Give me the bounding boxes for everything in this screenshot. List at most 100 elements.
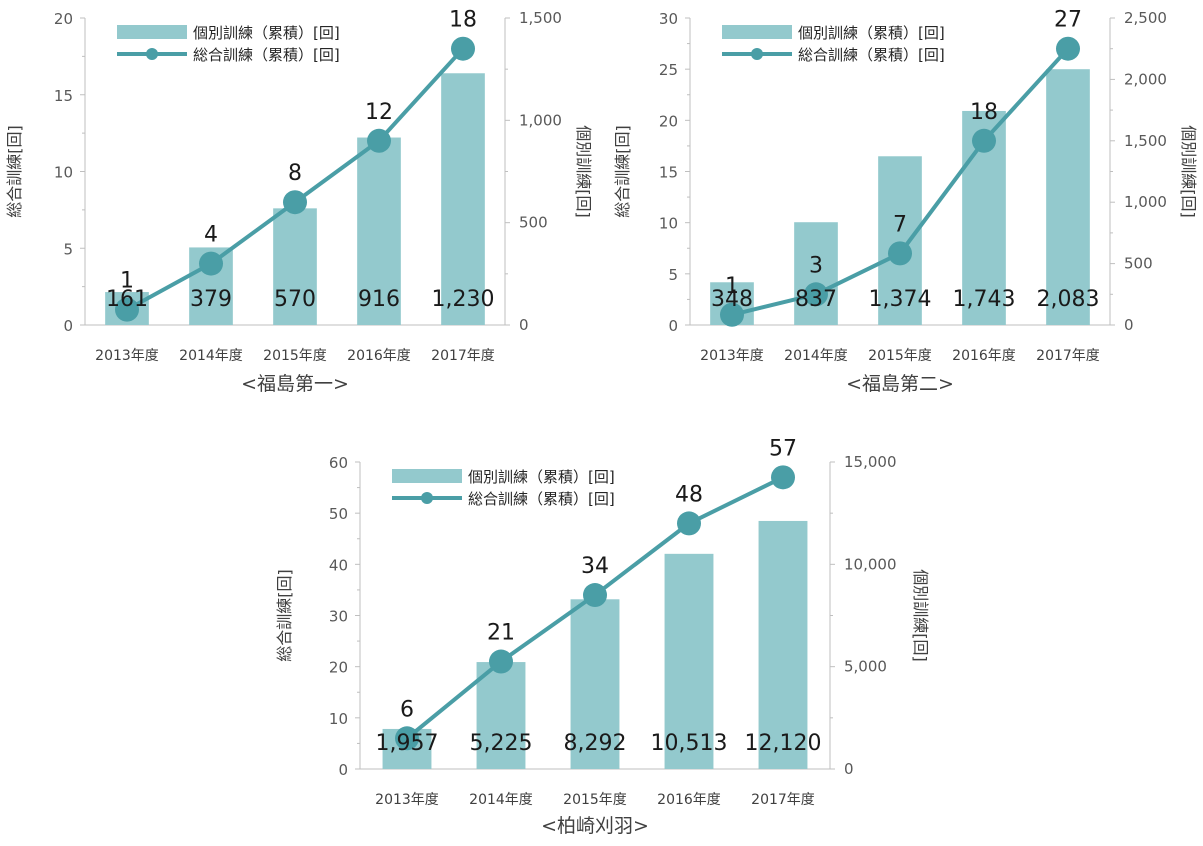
- x-tick-label: 2017年度: [751, 792, 815, 808]
- right-tick-label: 2,500: [1124, 9, 1167, 27]
- bar-data-label: 837: [795, 287, 837, 312]
- chart-title: <柏崎刈羽>: [541, 815, 649, 837]
- bar-data-label: 1,743: [953, 287, 1016, 312]
- right-tick-label: 1,500: [1124, 132, 1167, 150]
- bar-individual-training: [664, 553, 714, 769]
- right-tick-label: 1,500: [519, 9, 562, 27]
- line-point-total-training: [1056, 36, 1080, 61]
- bar-individual-training: [441, 73, 485, 325]
- chart-svg: 0 10 20 30 40 50 60 0 5,000 10,000 15,000 1,957 5,22…: [275, 436, 930, 837]
- left-tick-label: 30: [329, 608, 348, 626]
- bar-data-label: 8,292: [564, 731, 627, 756]
- left-tick-label: 25: [659, 61, 678, 79]
- line-data-label: 1: [725, 274, 739, 299]
- line-point-total-training: [451, 36, 475, 61]
- chart-title: <福島第一>: [241, 373, 349, 395]
- line-data-label: 1: [120, 269, 134, 294]
- x-tick-label: 2017年度: [1036, 348, 1100, 364]
- legend-swatch-bar: [392, 469, 462, 483]
- left-tick-label: 5: [668, 266, 678, 284]
- line-data-label: 34: [581, 554, 609, 579]
- bar-individual-training: [794, 222, 838, 325]
- x-tick-label: 2013年度: [375, 792, 439, 808]
- legend-label-bar: 個別訓練（累積）[回]: [468, 468, 615, 486]
- line-point-total-training: [804, 282, 828, 307]
- bar-data-label: 5,225: [470, 731, 533, 756]
- left-tick-label: 20: [329, 659, 348, 677]
- left-tick-label: 20: [54, 10, 73, 28]
- right-tick-label: 1,000: [1124, 193, 1167, 211]
- bar-individual-training: [758, 520, 808, 769]
- bar-data-label: 379: [190, 287, 232, 312]
- line-point-total-training: [489, 649, 513, 674]
- legend: 個別訓練（累積）[回] 総合訓練（累積）[回]: [392, 468, 615, 508]
- x-tick-label: 2016年度: [952, 348, 1016, 364]
- line-data-label: 18: [970, 100, 998, 125]
- line-point-total-training: [720, 302, 744, 327]
- right-tick-label: 1,000: [519, 111, 562, 129]
- bar-data-label: 10,513: [651, 731, 728, 756]
- chart-title: <福島第二>: [846, 373, 954, 395]
- bar-individual-training: [357, 137, 401, 325]
- x-tick-label: 2015年度: [563, 792, 627, 808]
- left-tick-label: 40: [329, 556, 348, 574]
- line-data-label: 18: [449, 8, 477, 33]
- left-axis-title: 総合訓練[回]: [613, 125, 632, 218]
- line-point-total-training: [972, 128, 996, 153]
- x-tick-label: 2014年度: [784, 348, 848, 364]
- left-tick-label: 10: [329, 710, 348, 728]
- legend-label-bar: 個別訓練（累積）[回]: [193, 24, 340, 42]
- legend-swatch-bar: [117, 25, 187, 39]
- x-tick-label: 2016年度: [657, 792, 721, 808]
- x-tick-label: 2017年度: [431, 348, 495, 364]
- legend: 個別訓練（累積）[回] 総合訓練（累積）[回]: [722, 24, 945, 64]
- legend: 個別訓練（累積）[回] 総合訓練（累積）[回]: [117, 24, 340, 64]
- line-point-total-training: [283, 190, 307, 215]
- legend-swatch-marker: [146, 48, 158, 60]
- bar-individual-training: [1046, 69, 1090, 325]
- x-tick-label: 2015年度: [263, 348, 327, 364]
- x-tick-label: 2014年度: [179, 348, 243, 364]
- legend-label-line: 総合訓練（累積）[回]: [798, 46, 945, 64]
- left-tick-label: 5: [63, 240, 73, 258]
- right-axis-title: 個別訓練[回]: [1179, 125, 1198, 218]
- line-data-label: 7: [893, 212, 907, 237]
- line-point-total-training: [367, 128, 391, 153]
- legend-swatch-bar: [722, 25, 792, 39]
- chart-svg: 0 5 10 15 20 25 30 0 500 1,000 1,500 2,000 2,500 348 8…: [613, 8, 1198, 395]
- left-tick-label: 15: [659, 164, 678, 182]
- right-tick-label: 10,000: [844, 555, 897, 573]
- x-tick-label: 2016年度: [347, 348, 411, 364]
- right-tick-label: 15,000: [844, 453, 897, 471]
- bar-individual-training: [878, 156, 922, 325]
- line-point-total-training: [771, 465, 795, 490]
- line-data-label: 57: [769, 436, 797, 461]
- chart-kashiwazaki-kariwa: 0 10 20 30 40 50 60 0 5,000 10,000 15,000 1,957 5,22…: [270, 436, 950, 846]
- left-tick-label: 30: [659, 10, 678, 28]
- bar-data-label: 161: [106, 287, 148, 312]
- left-tick-label: 0: [63, 317, 73, 335]
- chart-fukushima-daiichi: 0 5 10 15 20 0 500 1,000 1,500 161 379 570 916 1,230 1…: [0, 0, 600, 410]
- left-axis-title: 総合訓練[回]: [275, 569, 294, 662]
- bar-data-label: 1,230: [432, 287, 495, 312]
- chart-fukushima-daini: 0 5 10 15 20 25 30 0 500 1,000 1,500 2,000 2,500 348 8…: [600, 0, 1203, 410]
- line-point-total-training: [888, 241, 912, 266]
- right-tick-label: 500: [519, 214, 548, 232]
- x-tick-label: 2013年度: [700, 348, 764, 364]
- line-point-total-training: [677, 511, 701, 536]
- left-tick-label: 10: [659, 215, 678, 233]
- legend-label-line: 総合訓練（累積）[回]: [468, 490, 615, 508]
- bar-data-label: 348: [711, 287, 753, 312]
- left-tick-label: 15: [54, 87, 73, 105]
- right-tick-label: 2,000: [1124, 70, 1167, 88]
- bar-data-label: 12,120: [745, 731, 822, 756]
- line-data-label: 4: [204, 223, 218, 248]
- legend-swatch-marker: [421, 492, 433, 504]
- line-point-total-training: [199, 251, 223, 276]
- bar-data-label: 570: [274, 287, 316, 312]
- right-tick-label: 500: [1124, 255, 1153, 273]
- bar-individual-training: [273, 208, 317, 325]
- bar-data-label: 2,083: [1037, 287, 1100, 312]
- x-tick-label: 2013年度: [95, 348, 159, 364]
- legend-swatch-marker: [751, 48, 763, 60]
